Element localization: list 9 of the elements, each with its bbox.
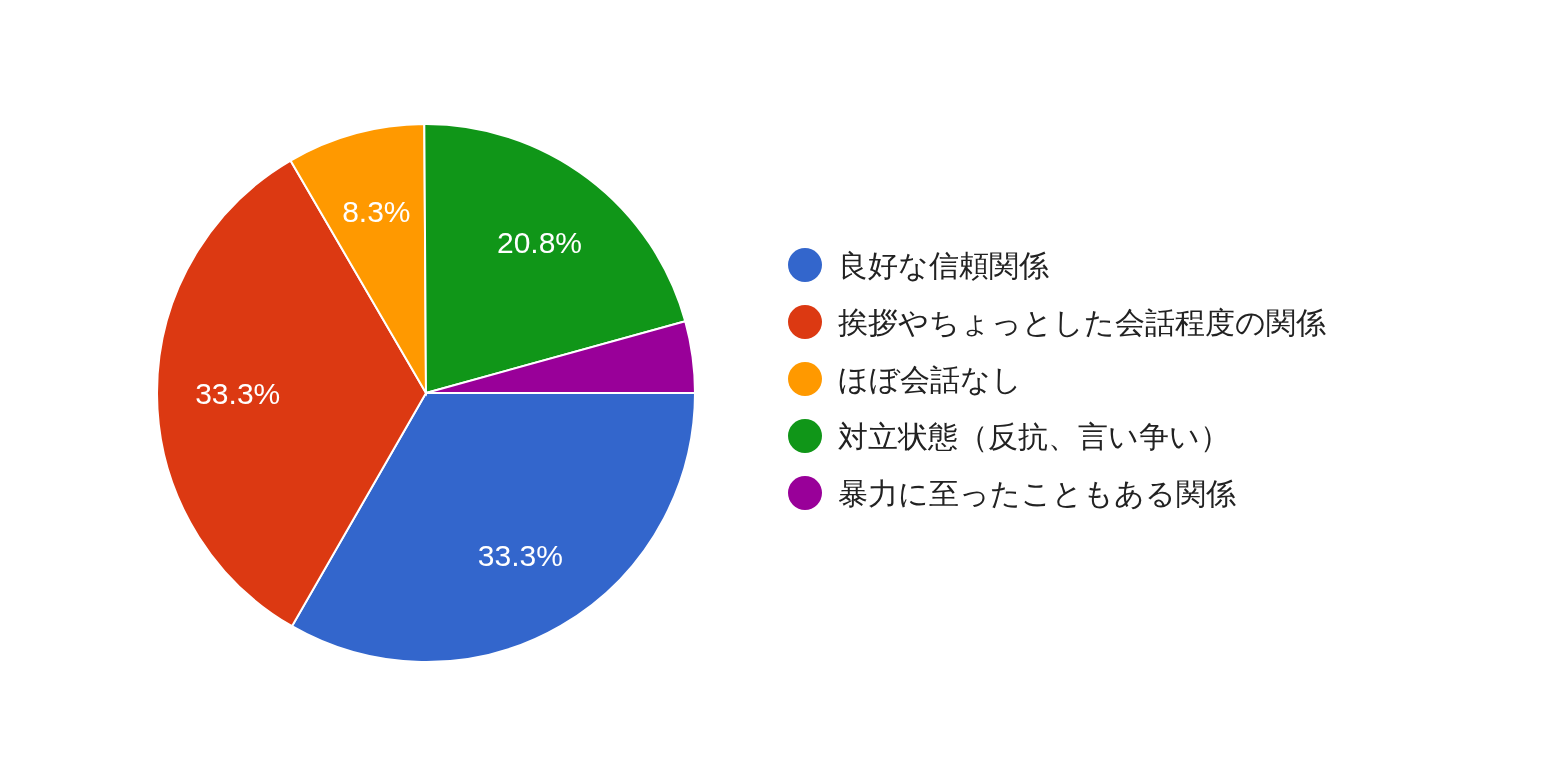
legend-label: 暴力に至ったこともある関係 bbox=[838, 476, 1236, 510]
legend-label: 良好な信頼関係 bbox=[838, 248, 1049, 282]
legend-label: 対立状態（反抗、言い争い） bbox=[838, 419, 1230, 453]
data-label: 8.3% bbox=[342, 194, 411, 228]
data-label: 33.3% bbox=[195, 377, 281, 411]
legend-label: 挨拶やちょっとした会話程度の関係 bbox=[838, 305, 1326, 339]
legend-label: ほぼ会話なし bbox=[838, 362, 1022, 396]
data-label: 20.8% bbox=[496, 226, 583, 260]
data-label: 33.3% bbox=[477, 539, 563, 573]
